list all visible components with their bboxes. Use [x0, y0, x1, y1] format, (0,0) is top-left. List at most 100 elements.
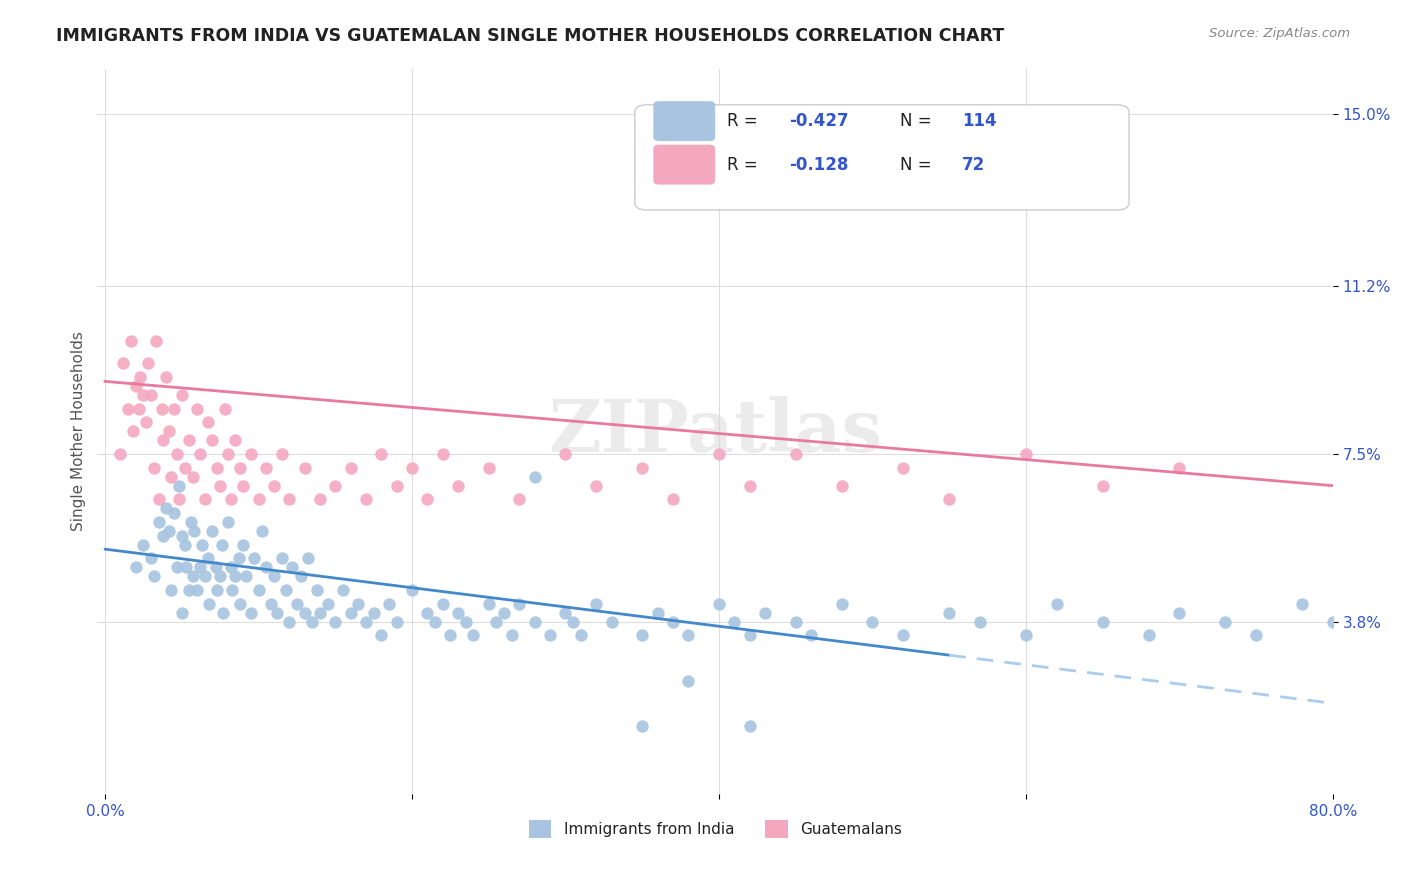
Point — [631, 719, 654, 733]
Point — [447, 606, 470, 620]
Point — [179, 434, 201, 448]
Point — [224, 569, 246, 583]
Point — [278, 615, 301, 629]
Point — [148, 492, 170, 507]
Point — [1322, 615, 1344, 629]
Point — [339, 606, 361, 620]
Point — [270, 551, 292, 566]
Point — [143, 569, 166, 583]
Point — [176, 560, 198, 574]
Point — [707, 447, 730, 461]
Point — [148, 515, 170, 529]
Point — [254, 560, 277, 574]
Point — [170, 606, 193, 620]
Point — [1291, 597, 1313, 611]
Text: N =: N = — [900, 156, 938, 174]
Point — [831, 478, 853, 492]
Point — [163, 506, 186, 520]
Point — [363, 606, 385, 620]
Point — [112, 356, 135, 370]
Point — [155, 501, 177, 516]
Point — [160, 469, 183, 483]
Point — [276, 582, 298, 597]
Point — [523, 615, 546, 629]
Point — [152, 528, 174, 542]
Point — [219, 560, 242, 574]
Point — [145, 334, 167, 348]
Point — [229, 597, 252, 611]
Point — [166, 560, 188, 574]
Point — [585, 478, 607, 492]
Point — [332, 582, 354, 597]
Point — [247, 492, 270, 507]
Point — [243, 551, 266, 566]
Text: R =: R = — [727, 156, 763, 174]
Point — [1168, 606, 1191, 620]
Point — [128, 401, 150, 416]
Point — [385, 615, 408, 629]
Point — [250, 524, 273, 538]
Point — [862, 615, 884, 629]
Point — [800, 628, 823, 642]
Point — [891, 460, 914, 475]
Point — [217, 447, 239, 461]
Point — [569, 628, 592, 642]
Point — [188, 560, 211, 574]
Point — [416, 492, 439, 507]
Point — [163, 401, 186, 416]
Point — [167, 478, 190, 492]
Point — [266, 606, 288, 620]
Point — [121, 424, 143, 438]
Point — [150, 401, 173, 416]
Point — [647, 606, 669, 620]
Point — [239, 606, 262, 620]
Point — [160, 582, 183, 597]
Point — [159, 424, 181, 438]
Point — [562, 615, 585, 629]
Point — [221, 582, 243, 597]
Point — [263, 569, 285, 583]
Point — [454, 615, 477, 629]
Point — [194, 492, 217, 507]
Point — [201, 524, 224, 538]
Point — [120, 334, 142, 348]
Point — [309, 492, 332, 507]
Point — [232, 538, 254, 552]
Point — [508, 492, 530, 507]
Text: IMMIGRANTS FROM INDIA VS GUATEMALAN SINGLE MOTHER HOUSEHOLDS CORRELATION CHART: IMMIGRANTS FROM INDIA VS GUATEMALAN SING… — [56, 27, 1004, 45]
Point — [585, 597, 607, 611]
Point — [260, 597, 283, 611]
Point — [170, 388, 193, 402]
Point — [662, 492, 685, 507]
Point — [229, 460, 252, 475]
Point — [323, 478, 346, 492]
Point — [554, 447, 576, 461]
Point — [432, 447, 454, 461]
Point — [485, 615, 508, 629]
Point — [754, 606, 776, 620]
Text: ZIPatlas: ZIPatlas — [548, 396, 882, 467]
Point — [209, 569, 232, 583]
Point — [463, 628, 485, 642]
Point — [600, 615, 623, 629]
Point — [125, 379, 148, 393]
Point — [278, 492, 301, 507]
Point — [631, 460, 654, 475]
Point — [186, 582, 208, 597]
Point — [1091, 615, 1114, 629]
Point — [186, 401, 208, 416]
Point — [219, 492, 242, 507]
Point — [538, 628, 561, 642]
Point — [170, 528, 193, 542]
Point — [1137, 628, 1160, 642]
Point — [183, 524, 205, 538]
Point — [263, 478, 285, 492]
Point — [354, 492, 377, 507]
Text: 72: 72 — [962, 156, 986, 174]
Y-axis label: Single Mother Households: Single Mother Households — [72, 331, 86, 532]
Point — [1168, 460, 1191, 475]
Point — [205, 460, 228, 475]
Point — [439, 628, 461, 642]
Point — [301, 615, 323, 629]
Point — [180, 515, 202, 529]
